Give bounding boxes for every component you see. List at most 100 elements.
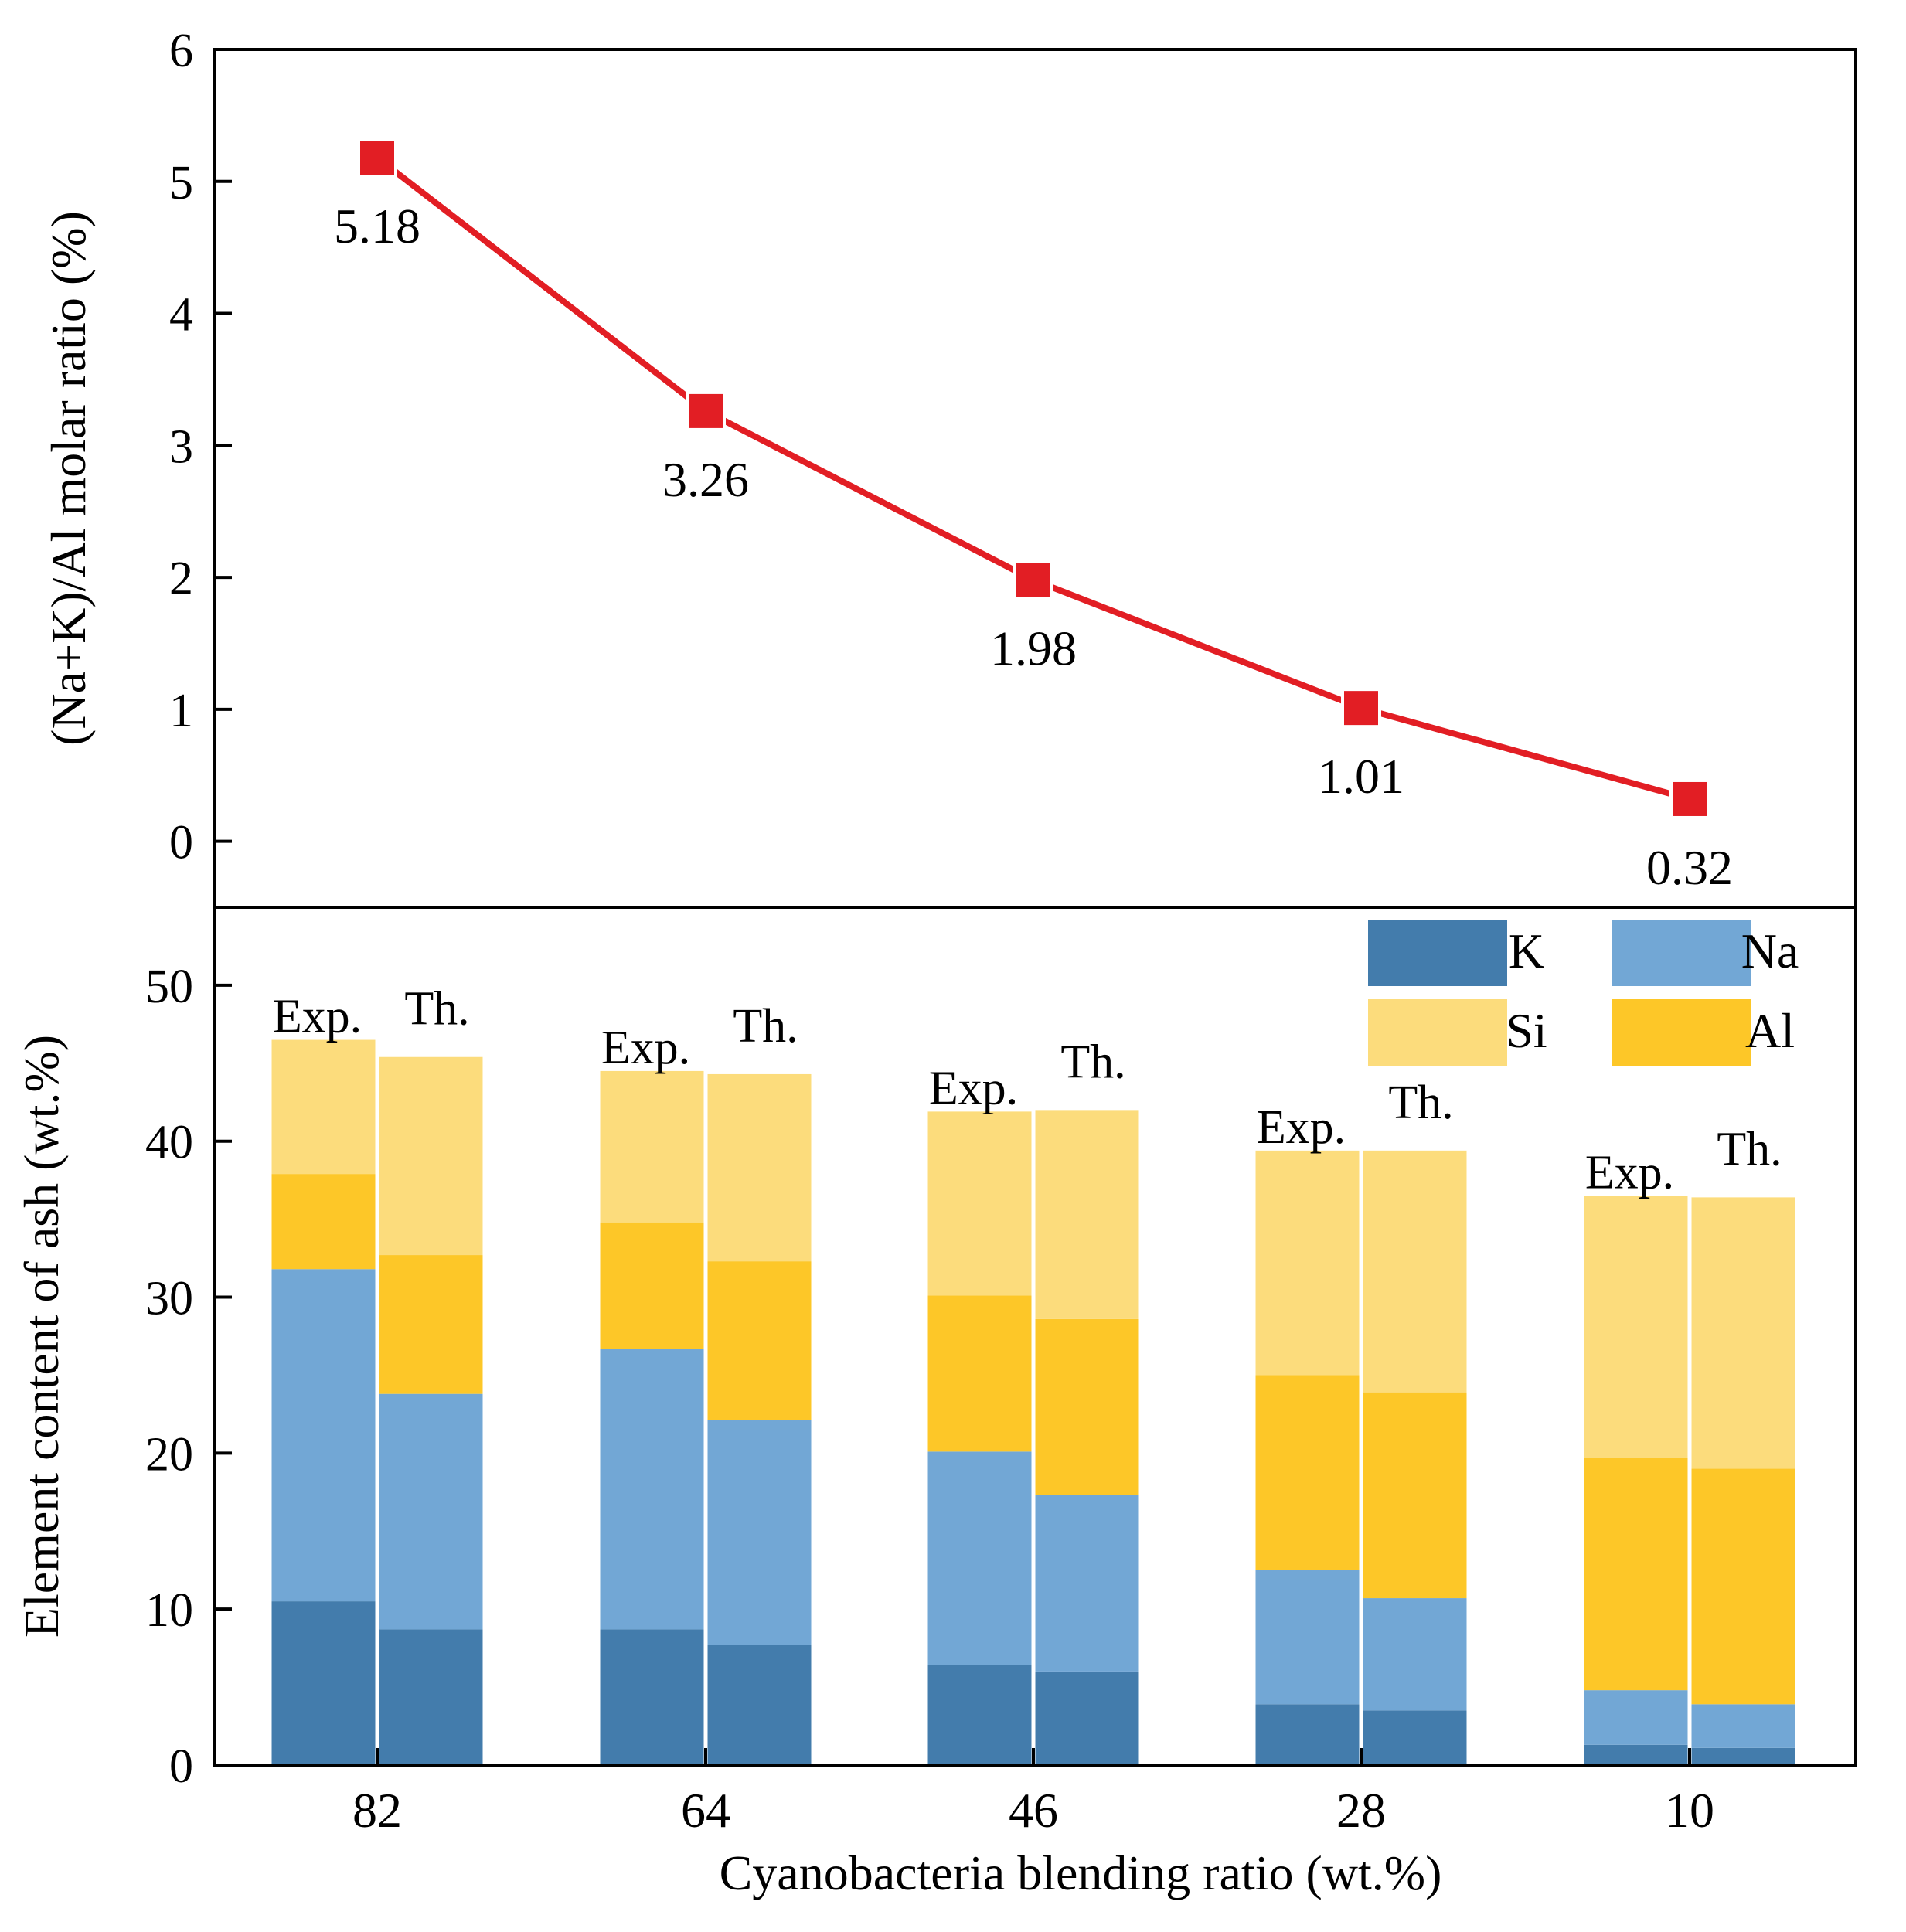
legend-label-al: Al — [1745, 1003, 1795, 1058]
bar-label-exp: Exp. — [1257, 1101, 1346, 1154]
y-tick-label: 0 — [169, 817, 193, 869]
bar-segment-na — [927, 1451, 1032, 1665]
y-tick-label: 4 — [169, 289, 193, 342]
y-tick-label: 3 — [169, 420, 193, 473]
bar-segment-na — [1691, 1704, 1795, 1748]
x-tick-label: 82 — [352, 1783, 402, 1838]
legend-swatch-si — [1368, 999, 1507, 1066]
bar-segment-k — [1035, 1671, 1139, 1765]
bar-segment-si — [379, 1056, 483, 1256]
bar-label-th: Th. — [1388, 1077, 1453, 1129]
y-tick-label: 40 — [145, 1117, 193, 1169]
y-tick-label: 20 — [145, 1428, 193, 1481]
bar-segment-k — [271, 1601, 376, 1765]
x-tick-label: 64 — [681, 1783, 730, 1838]
bar-chart-y-ticks: 0 10 20 30 40 50 — [145, 961, 232, 1793]
bar-segment-k — [1584, 1744, 1688, 1765]
bar-segment-k — [1691, 1747, 1795, 1765]
bar-label-th: Th. — [733, 1000, 798, 1053]
bar-segment-al — [271, 1174, 376, 1270]
y-tick-label: 5 — [169, 157, 193, 209]
y-tick-label: 30 — [145, 1273, 193, 1325]
y-tick-label: 1 — [169, 685, 193, 737]
bar-segment-al — [600, 1222, 704, 1349]
legend-swatch-al — [1612, 999, 1751, 1066]
bar-label-exp: Exp. — [601, 1022, 690, 1074]
x-axis-ticks: 82 64 46 28 10 — [352, 1748, 1714, 1838]
bar-segment-al — [379, 1255, 483, 1394]
bar-segment-na — [1035, 1495, 1139, 1672]
bar-label-th: Th. — [1717, 1123, 1782, 1175]
bar-segment-al — [927, 1295, 1032, 1452]
bar-segment-k — [379, 1629, 483, 1765]
y-tick-label: 0 — [169, 1740, 193, 1793]
y-tick-label: 10 — [145, 1584, 193, 1637]
legend-label-si: Si — [1506, 1003, 1547, 1058]
data-label: 0.32 — [1646, 840, 1733, 895]
bar-chart-bars: Exp. Th. Exp. Th. Exp. Th. Exp. Th. Exp. Th. — [271, 983, 1795, 1765]
bar-segment-na — [707, 1420, 812, 1645]
bar-segment-k — [1255, 1704, 1360, 1765]
bar-segment-k — [927, 1665, 1032, 1765]
data-label: 3.26 — [662, 452, 749, 507]
bar-segment-al — [1035, 1318, 1139, 1495]
series-line — [375, 155, 1691, 802]
bar-segment-na — [271, 1269, 376, 1602]
data-point-marker — [1341, 688, 1381, 729]
line-chart-panel: 0 1 2 3 4 5 6 5.18 3.26 1.98 1.01 0.32 (Na+K)/Al m… — [41, 25, 1857, 909]
bar-segment-al — [1691, 1468, 1795, 1705]
bar-segment-si — [1363, 1150, 1467, 1393]
x-tick-label: 28 — [1336, 1783, 1386, 1838]
bar-segment-si — [1255, 1150, 1360, 1376]
y-tick-label: 6 — [169, 25, 193, 77]
data-point-marker — [1013, 560, 1053, 600]
bar-label-th: Th. — [404, 983, 469, 1036]
data-point-marker — [357, 138, 397, 179]
bar-chart-panel: Exp. Th. Exp. Th. Exp. Th. Exp. Th. Exp. Th. 0 10 2… — [14, 906, 1857, 1900]
bar-label-th: Th. — [1060, 1036, 1125, 1088]
bar-label-exp: Exp. — [273, 991, 362, 1043]
y-tick-label: 2 — [169, 553, 193, 605]
bar-segment-al — [707, 1261, 812, 1420]
bar-segment-si — [1691, 1197, 1795, 1469]
x-tick-label: 46 — [1009, 1783, 1058, 1838]
bar-segment-si — [1584, 1196, 1688, 1458]
bar-segment-al — [1584, 1458, 1688, 1691]
bar-segment-na — [1255, 1570, 1360, 1705]
legend-label-k: K — [1509, 923, 1544, 978]
bar-segment-na — [1584, 1690, 1688, 1745]
bar-label-exp: Exp. — [929, 1062, 1018, 1114]
bar-segment-na — [1363, 1598, 1467, 1711]
line-chart-y-ticks: 0 1 2 3 4 5 6 — [169, 25, 232, 869]
bar-segment-k — [600, 1629, 704, 1765]
data-label: 5.18 — [334, 199, 420, 253]
bar-segment-si — [707, 1073, 812, 1262]
bar-segment-al — [1255, 1375, 1360, 1570]
line-chart-y-axis-label: (Na+K)/Al molar ratio (%) — [41, 211, 96, 746]
data-label: 1.98 — [990, 621, 1077, 675]
legend-label-na: Na — [1741, 923, 1799, 978]
y-tick-label: 50 — [145, 961, 193, 1013]
bar-segment-si — [927, 1111, 1032, 1296]
bar-segment-al — [1363, 1392, 1467, 1599]
data-point-marker — [1669, 778, 1710, 819]
data-point-marker — [686, 390, 726, 431]
bar-label-exp: Exp. — [1585, 1146, 1674, 1199]
bar-chart-y-axis-label: Element content of ash (wt.%) — [14, 1035, 69, 1638]
data-label: 1.01 — [1318, 749, 1404, 804]
bar-segment-k — [707, 1645, 812, 1765]
legend: K Na Si Al — [1368, 920, 1799, 1066]
legend-swatch-na — [1612, 920, 1751, 986]
bar-segment-na — [600, 1349, 704, 1630]
bar-chart-frame — [213, 906, 1857, 1767]
line-chart-series: 5.18 3.26 1.98 1.01 0.32 — [334, 138, 1733, 895]
bar-segment-si — [600, 1070, 704, 1223]
bar-segment-k — [1363, 1710, 1467, 1765]
legend-swatch-k — [1368, 920, 1507, 986]
bar-segment-si — [271, 1039, 376, 1175]
x-tick-label: 10 — [1665, 1783, 1714, 1838]
x-axis-label: Cyanobacteria blending ratio (wt.%) — [720, 1845, 1442, 1900]
bar-segment-na — [379, 1393, 483, 1630]
bar-segment-si — [1035, 1110, 1139, 1319]
